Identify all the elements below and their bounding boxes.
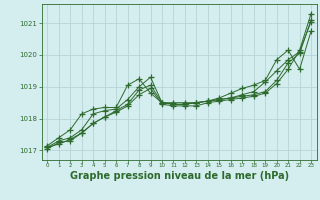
X-axis label: Graphe pression niveau de la mer (hPa): Graphe pression niveau de la mer (hPa) — [70, 171, 289, 181]
